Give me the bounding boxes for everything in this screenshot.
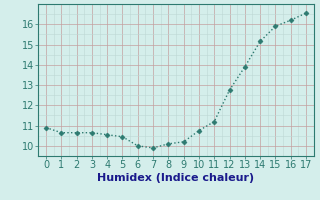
X-axis label: Humidex (Indice chaleur): Humidex (Indice chaleur) [97, 173, 255, 183]
